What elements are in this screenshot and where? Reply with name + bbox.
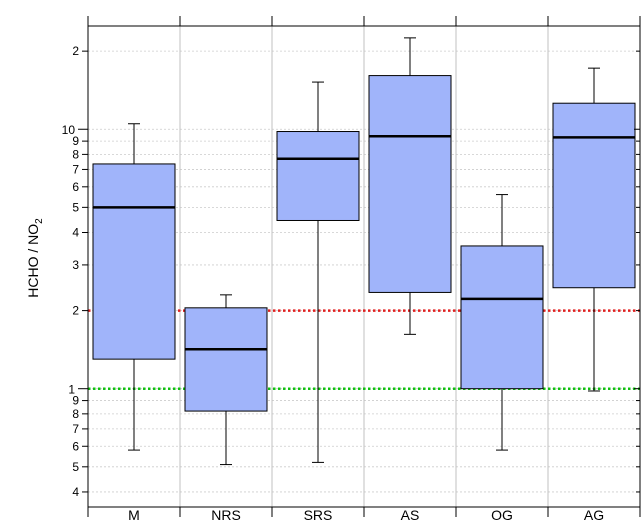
y-tick-label: 2 (72, 44, 79, 58)
x-tick-label-og: OG (491, 507, 513, 521)
box-nrs (184, 294, 268, 466)
box-ag (552, 67, 636, 392)
y-tick-label: 8 (72, 147, 79, 161)
y-tick-label: 7 (72, 162, 79, 176)
y-tick-label: 5 (72, 200, 79, 214)
box-iqr (92, 163, 176, 360)
box-iqr (552, 102, 636, 289)
y-tick-label: 4 (72, 485, 79, 499)
x-tick-label-nrs: NRS (211, 507, 241, 521)
y-tick-label: 4 (72, 225, 79, 239)
x-tick-label-m: M (128, 507, 140, 521)
box-iqr (460, 245, 544, 390)
y-tick-label: 1 (68, 383, 75, 397)
y-tick-label: 9 (72, 134, 79, 148)
y-tick-label: 6 (72, 180, 79, 194)
y-tick-label: 10 (62, 123, 76, 137)
y-tick-label: 6 (72, 439, 79, 453)
box-srs (276, 81, 360, 463)
box-iqr (276, 131, 360, 221)
box-as (368, 37, 452, 335)
y-tick-label: 7 (72, 422, 79, 436)
y-tick-label: 8 (72, 407, 79, 421)
reference-line-layer (88, 309, 640, 390)
x-tick-label-as: AS (401, 507, 420, 521)
x-tick-label-srs: SRS (304, 507, 333, 521)
box-iqr (184, 307, 268, 412)
x-tick-label-ag: AG (584, 507, 604, 521)
y-tick-label: 3 (72, 258, 79, 272)
box-iqr (368, 75, 452, 293)
y-tick-label: 9 (72, 394, 79, 408)
box-m (92, 123, 176, 451)
box-og (460, 194, 544, 451)
y-tick-label: 2 (72, 304, 79, 318)
y-tick-label: 5 (72, 460, 79, 474)
category-divider-layer (179, 26, 549, 507)
box-layer (92, 37, 636, 466)
y-axis-title: HCHO / NO2 (25, 218, 45, 298)
